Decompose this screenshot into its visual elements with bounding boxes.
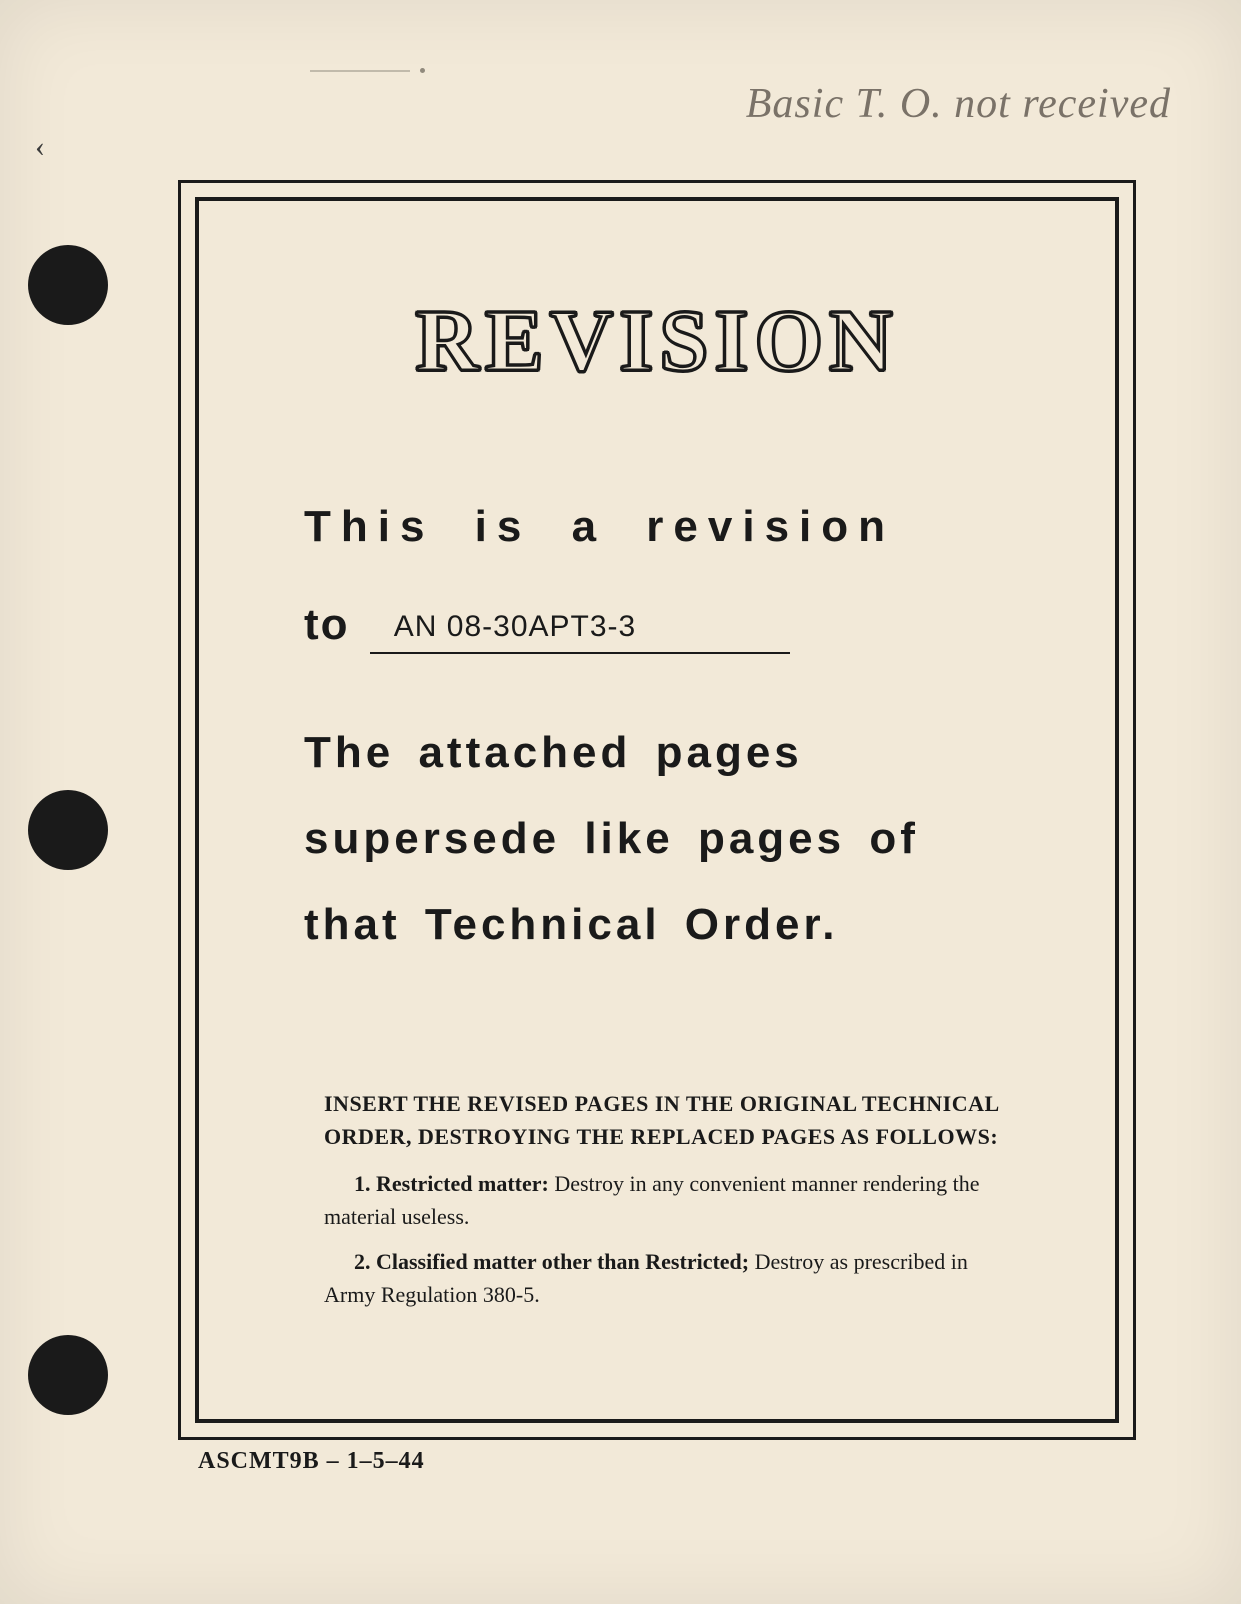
punch-hole	[28, 790, 108, 870]
handwritten-note: Basic T. O. not received	[746, 80, 1171, 128]
instructions-block: INSERT THE REVISED PAGES IN THE ORIGINAL…	[274, 1087, 1040, 1311]
page-title: REVISION	[274, 291, 1040, 392]
document-page: ‹ Basic T. O. not received REVISION This…	[0, 0, 1241, 1604]
revision-to-line: to AN 08-30APT3-3	[304, 600, 1010, 654]
instruction-item-1: 1. Restricted matter: Destroy in any con…	[324, 1167, 1000, 1233]
instruction-item-2: 2. Classified matter other than Restrict…	[324, 1245, 1000, 1311]
doc-number: AN 08-30APT3-3	[394, 610, 636, 643]
ink-mark: ‹	[35, 130, 45, 164]
to-label: to	[304, 600, 350, 649]
footer-code: ASCMT9B – 1–5–44	[198, 1448, 425, 1475]
inner-border: REVISION This is a revision to AN 08-30A…	[195, 197, 1119, 1423]
doc-number-field: AN 08-30APT3-3	[370, 600, 790, 654]
instruction-2-lead: 2. Classified matter other than Restrict…	[354, 1249, 749, 1274]
revision-body-text: The attached pages supersede like pages …	[304, 710, 1010, 967]
instructions-heading: INSERT THE REVISED PAGES IN THE ORIGINAL…	[324, 1087, 1000, 1153]
main-text-block: This is a revision to AN 08-30APT3-3 The…	[274, 502, 1040, 967]
pencil-mark	[420, 68, 425, 73]
punch-hole	[28, 245, 108, 325]
instruction-1-lead: 1. Restricted matter:	[354, 1171, 549, 1196]
punch-hole	[28, 1335, 108, 1415]
pencil-mark	[310, 70, 410, 72]
revision-line-1: This is a revision	[304, 502, 1010, 552]
outer-border: REVISION This is a revision to AN 08-30A…	[178, 180, 1136, 1440]
